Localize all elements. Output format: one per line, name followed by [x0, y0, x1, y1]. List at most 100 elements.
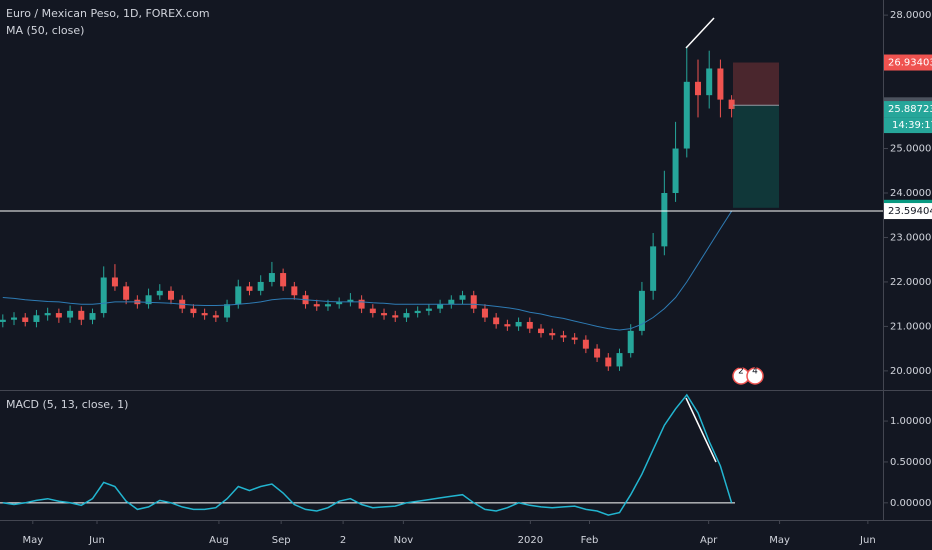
event-count: 2	[738, 367, 744, 377]
candle-body	[515, 321, 522, 327]
y-tick-label: 21.00000	[890, 321, 932, 332]
y-tick-label: 23.00000	[890, 232, 932, 243]
candle-body	[414, 310, 421, 314]
candle-body	[627, 330, 634, 354]
candle-body	[324, 304, 331, 307]
candle-body	[212, 315, 219, 318]
target-zone	[733, 105, 779, 208]
candle-body	[605, 357, 612, 367]
y-tick-label: 20.00000	[890, 366, 932, 377]
candle-body	[156, 290, 163, 296]
price-marker	[884, 203, 932, 220]
price-marker	[884, 101, 932, 118]
candle-body	[683, 81, 690, 149]
candle-body	[448, 299, 455, 305]
candle-body	[257, 281, 264, 291]
trend-line	[685, 17, 715, 49]
candle-body	[22, 317, 29, 322]
candle-body	[78, 310, 85, 320]
candle-body	[459, 295, 466, 300]
candle-body	[706, 68, 713, 96]
price-marker-label: 25.88723	[888, 104, 932, 115]
y-tick-label: 0.50000	[890, 457, 931, 468]
candle-body	[425, 308, 432, 311]
candle-body	[638, 290, 645, 331]
y-tick-label: 1.00000	[890, 416, 931, 427]
candle-body	[672, 148, 679, 193]
x-tick-label: Jun	[88, 535, 105, 546]
y-tick-label: 0.00000	[890, 498, 931, 509]
candle-body	[246, 286, 253, 291]
candle-body	[167, 290, 174, 300]
candle-body	[381, 313, 388, 316]
plot: 20.0000021.0000022.0000023.0000024.00000…	[0, 10, 932, 546]
candle-body	[392, 315, 399, 318]
candle-body	[403, 313, 410, 318]
macd-line	[2, 393, 733, 516]
y-tick-label: 28.00000	[890, 10, 932, 21]
candle-body	[336, 301, 343, 305]
candle-body	[594, 348, 601, 358]
candle-body	[111, 277, 118, 287]
price-marker-label: 26.93403	[888, 58, 932, 69]
price-marker	[884, 54, 932, 71]
candle-body	[347, 299, 354, 302]
candle-body	[470, 295, 477, 309]
candle-body	[280, 273, 287, 287]
chart-title: Euro / Mexican Peso, 1D, FOREX.com	[6, 7, 210, 20]
event-icon	[746, 367, 764, 385]
y-tick-label: 25.00000	[890, 144, 932, 155]
stop-zone	[733, 62, 779, 106]
candle-body	[33, 315, 40, 322]
candle-body	[582, 339, 589, 349]
x-tick-label: 2	[340, 535, 346, 546]
x-tick-label: Apr	[700, 535, 718, 546]
candle-body	[0, 319, 6, 322]
candle-body	[526, 321, 533, 329]
candle-body	[661, 192, 668, 247]
candle-body	[694, 81, 701, 96]
candle-body	[616, 353, 623, 367]
candle-body	[481, 308, 488, 318]
candle-body	[728, 99, 735, 109]
candle-body	[538, 328, 545, 334]
candle-body	[190, 308, 197, 314]
candle-body	[201, 313, 208, 316]
candle-body	[235, 286, 242, 305]
price-marker-label: 23.59404	[888, 206, 932, 217]
candle-body	[571, 337, 578, 340]
candle-body	[437, 304, 444, 309]
trend-line	[685, 397, 717, 463]
candle-body	[717, 68, 724, 100]
countdown-box	[884, 117, 932, 134]
candle-body	[313, 304, 320, 307]
candle-body	[560, 335, 567, 338]
x-tick-label: May	[22, 535, 43, 546]
candle-body	[493, 317, 500, 325]
moving-average	[2, 210, 733, 331]
candle-body	[369, 308, 376, 314]
candle-body	[504, 324, 511, 327]
indicator-label: MACD (5, 13, close, 1)	[6, 398, 128, 411]
x-tick-label: May	[769, 535, 790, 546]
candle-body	[89, 313, 96, 320]
x-tick-label: Sep	[272, 535, 291, 546]
candle-body	[268, 273, 275, 282]
x-tick-label: Nov	[394, 535, 414, 546]
candle-body	[291, 286, 298, 296]
countdown: 14:39:17	[892, 120, 932, 131]
y-tick-label: 22.00000	[890, 277, 932, 288]
x-tick-label: Aug	[209, 535, 229, 546]
indicator-label: MA (50, close)	[6, 24, 84, 37]
y-tick-label: 24.00000	[890, 188, 932, 199]
candle-body	[549, 333, 556, 336]
x-tick-label: Jun	[859, 535, 876, 546]
candle-body	[11, 317, 18, 320]
candle-body	[44, 313, 51, 316]
candle-body	[358, 299, 365, 309]
candle-body	[123, 286, 130, 300]
candle-body	[145, 295, 152, 305]
